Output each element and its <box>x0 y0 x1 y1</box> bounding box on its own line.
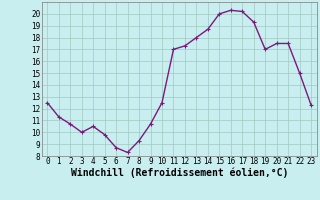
X-axis label: Windchill (Refroidissement éolien,°C): Windchill (Refroidissement éolien,°C) <box>70 168 288 178</box>
